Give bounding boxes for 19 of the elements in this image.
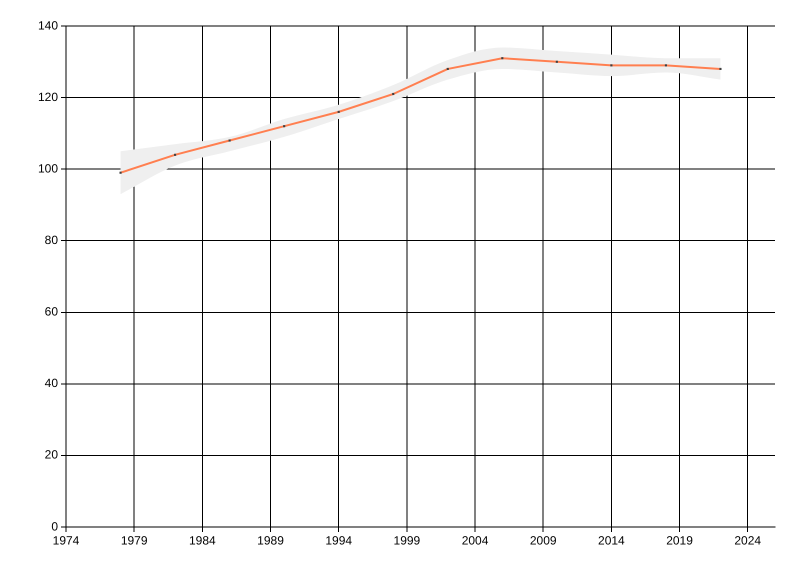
x-tick-label: 2014 <box>598 534 626 548</box>
y-tick-label: 40 <box>44 376 58 390</box>
x-tick-label: 1989 <box>257 534 284 548</box>
x-tick-label: 1979 <box>120 534 148 548</box>
x-tick-label: 2009 <box>530 534 557 548</box>
y-tick-label: 0 <box>51 519 58 534</box>
x-tick-label: 1999 <box>394 534 421 548</box>
y-tick-label: 100 <box>38 161 58 176</box>
x-tick-label: 2024 <box>734 534 762 548</box>
x-tick-label: 2004 <box>462 534 489 548</box>
x-tick-label: 1974 <box>52 534 80 548</box>
y-tick-label: 20 <box>44 448 58 462</box>
y-tick-label: 60 <box>44 304 58 319</box>
x-tick-label: 1994 <box>325 534 352 548</box>
y-tick-label: 80 <box>44 233 58 248</box>
y-tick-label: 120 <box>38 90 58 104</box>
x-tick-label: 2019 <box>666 534 694 548</box>
x-tick-label: 1984 <box>188 534 216 548</box>
y-tick-label: 140 <box>38 18 58 32</box>
